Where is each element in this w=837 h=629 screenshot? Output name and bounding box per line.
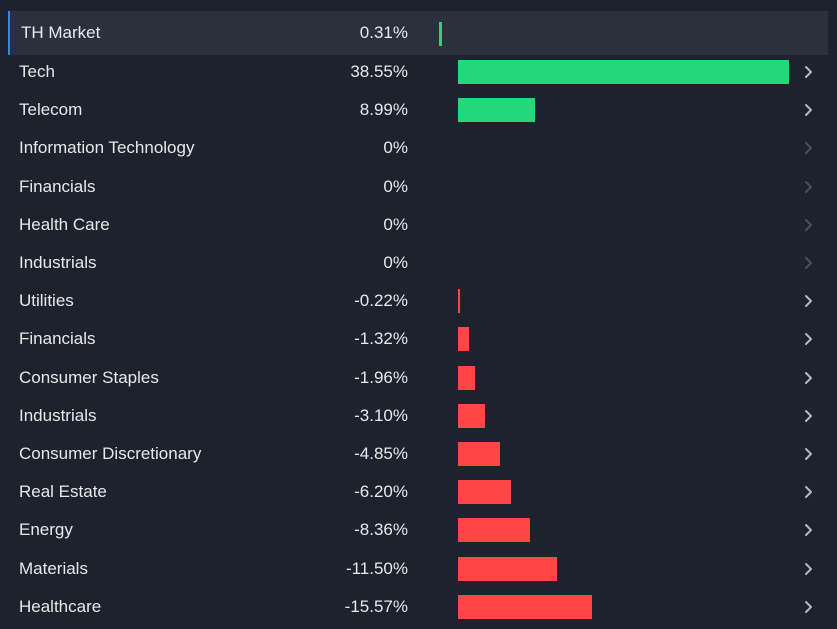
chevron-right-icon[interactable] xyxy=(800,561,816,577)
market-value: 0.31% xyxy=(359,23,408,42)
sector-name: Healthcare xyxy=(19,596,102,616)
sector-row[interactable]: Materials -11.50% xyxy=(8,550,828,588)
sector-bar xyxy=(458,403,485,428)
sector-name: Telecom xyxy=(19,100,83,120)
sector-value: -1.32% xyxy=(354,329,408,349)
market-summary-row[interactable]: TH Market 0.31% xyxy=(8,11,828,55)
sector-row[interactable]: Energy -8.36% xyxy=(8,511,828,549)
sector-bar xyxy=(458,480,512,505)
sector-row[interactable]: Consumer Discretionary -4.85% xyxy=(8,435,828,473)
sector-value: 0% xyxy=(383,253,408,272)
sector-row[interactable]: Utilities -0.22% xyxy=(8,282,828,320)
sector-name: Energy xyxy=(19,520,73,540)
sector-name: Financials xyxy=(19,329,96,349)
sector-row[interactable]: Tech 38.55% xyxy=(8,53,828,91)
chevron-right-icon[interactable] xyxy=(800,179,816,195)
sector-bar xyxy=(458,327,470,352)
chevron-right-icon[interactable] xyxy=(800,599,816,615)
chevron-right-icon[interactable] xyxy=(800,102,816,118)
sector-bar xyxy=(458,442,500,466)
sector-name: Materials xyxy=(19,558,88,578)
sector-name: Consumer Staples xyxy=(19,367,159,387)
chevron-right-icon[interactable] xyxy=(800,217,816,233)
sector-row[interactable]: Industrials 0% xyxy=(8,244,828,282)
chevron-right-icon[interactable] xyxy=(800,446,816,462)
sector-row[interactable]: Financials 0% xyxy=(8,168,828,206)
sector-bar xyxy=(458,98,536,123)
sector-row[interactable]: Financials -1.32% xyxy=(8,320,828,358)
sector-value: 0% xyxy=(383,214,408,234)
sector-value: -0.22% xyxy=(354,291,408,311)
sector-value: -3.10% xyxy=(354,405,408,425)
sector-name: Industrials xyxy=(19,253,97,272)
chevron-right-icon[interactable] xyxy=(800,64,816,80)
sector-bar xyxy=(458,60,789,84)
sector-name: Tech xyxy=(19,62,55,81)
chevron-right-icon[interactable] xyxy=(800,408,816,424)
sector-bar xyxy=(458,365,475,390)
sector-row[interactable]: Real Estate -6.20% xyxy=(8,473,828,511)
sector-name: Financials xyxy=(19,176,96,196)
market-name: TH Market xyxy=(21,23,101,42)
chevron-right-icon[interactable] xyxy=(800,140,816,156)
sector-name: Industrials xyxy=(19,405,97,425)
sector-row[interactable]: Telecom 8.99% xyxy=(8,91,828,129)
sector-bar xyxy=(458,289,460,314)
sector-value: -15.57% xyxy=(344,596,408,616)
sector-row[interactable]: Information Technology 0% xyxy=(8,129,828,167)
sector-name: Information Technology xyxy=(19,138,195,158)
sector-bar xyxy=(458,518,530,543)
sector-row[interactable]: Industrials -3.10% xyxy=(8,397,828,435)
chevron-right-icon[interactable] xyxy=(800,370,816,386)
sector-row[interactable]: Health Care 0% xyxy=(8,206,828,244)
sector-name: Consumer Discretionary xyxy=(19,444,202,463)
sector-bar xyxy=(458,556,557,581)
sector-value: -6.20% xyxy=(354,482,408,502)
sector-value: 0% xyxy=(383,176,408,196)
sector-value: 0% xyxy=(383,138,408,158)
sector-name: Utilities xyxy=(19,291,74,311)
market-bar xyxy=(439,22,442,46)
sector-value: -11.50% xyxy=(345,558,408,578)
sector-bar xyxy=(458,594,592,619)
chevron-right-icon[interactable] xyxy=(800,484,816,500)
chevron-right-icon[interactable] xyxy=(800,255,816,271)
sector-value: 38.55% xyxy=(350,62,408,81)
sector-value: -4.85% xyxy=(354,444,408,463)
sector-name: Health Care xyxy=(19,214,110,234)
sector-row[interactable]: Healthcare -15.57% xyxy=(8,588,828,626)
sector-name: Real Estate xyxy=(19,482,107,502)
sector-value: -8.36% xyxy=(354,520,408,540)
sector-row[interactable]: Consumer Staples -1.96% xyxy=(8,359,828,397)
chevron-right-icon[interactable] xyxy=(800,522,816,538)
sector-value: 8.99% xyxy=(359,100,408,120)
chevron-right-icon[interactable] xyxy=(800,293,816,309)
sector-value: -1.96% xyxy=(354,367,408,387)
chevron-right-icon[interactable] xyxy=(800,331,816,347)
